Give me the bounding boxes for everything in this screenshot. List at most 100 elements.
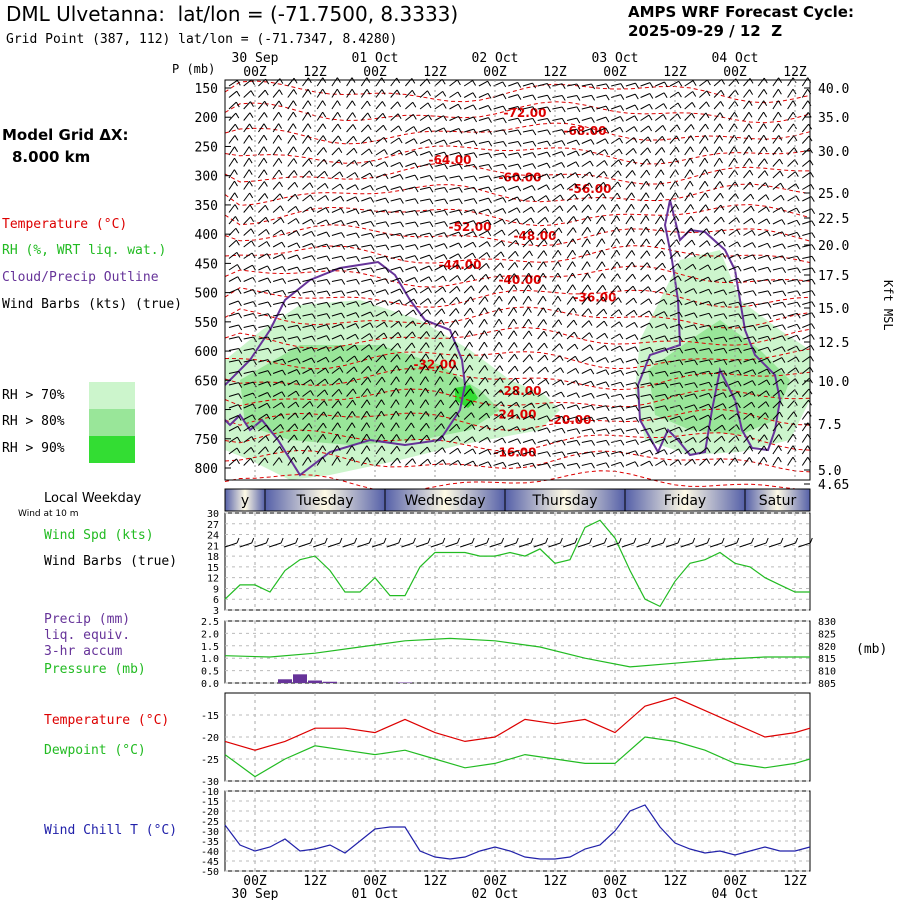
wind-barb [243, 90, 252, 98]
wind-barb-feather [517, 141, 522, 147]
surface-wind-barb [518, 542, 532, 548]
wind-barb-feather [720, 101, 725, 107]
wind-barb-feather [444, 198, 449, 205]
wind-barb-feather [517, 185, 522, 192]
wind-barb [243, 436, 252, 443]
wind-barb-feather [293, 445, 298, 452]
wind-barb [302, 290, 313, 294]
time-tick-label: 12Z [783, 65, 807, 80]
wind-barb [537, 129, 548, 133]
wind-barb-feather [767, 255, 772, 261]
wind-barb [743, 89, 750, 98]
wind-barb-feather [811, 290, 816, 296]
wind-barb [757, 368, 768, 374]
wind-barb [449, 330, 456, 340]
wind-barb [787, 77, 794, 87]
wind-barb [287, 302, 298, 305]
wind-barb [243, 276, 254, 282]
wind-barb-feather [253, 325, 257, 331]
wind-barb [611, 381, 621, 386]
wind-barb [669, 287, 679, 294]
wind-barb [566, 272, 573, 282]
surface-wind-barb-feather [559, 537, 563, 544]
wind-barb-feather [429, 221, 434, 228]
wind-barb [434, 459, 444, 466]
height-tick-label: 17.5 [818, 269, 849, 284]
wind-barb-feather [618, 321, 623, 328]
wind-barb [375, 267, 386, 271]
wind-barb [228, 169, 235, 179]
wind-barb [758, 302, 769, 305]
wind-barb [287, 77, 295, 87]
wind-barb-feather [502, 129, 507, 136]
wind-barb [640, 334, 651, 340]
wind-barb [375, 321, 385, 328]
wind-barb-feather [766, 230, 771, 237]
wind-barb-feather [679, 324, 683, 330]
wind-barb-feather [429, 175, 434, 181]
wind-barb-feather [369, 185, 374, 191]
wind-barb-feather [576, 451, 581, 458]
wind-barb-feather [796, 255, 801, 262]
wind-barb-feather [398, 310, 403, 316]
wind-barb-feather [454, 353, 459, 359]
surface-wind-barb-feather [765, 537, 769, 544]
wind-barb [405, 186, 416, 190]
height-tick-label: 7.5 [818, 418, 841, 433]
wind-barb-feather [749, 445, 754, 452]
pressure-tick-label: 400 [195, 228, 218, 243]
wind-barb [257, 157, 265, 167]
wind-barb-feather [545, 391, 550, 397]
windchill-panel-tick-label: -25 [201, 817, 219, 828]
wind-barb [566, 161, 577, 167]
wind-barb-feather [370, 244, 375, 251]
wind-barb [434, 103, 444, 110]
wind-barb [243, 301, 254, 305]
wind-barb [684, 426, 694, 432]
wind-barb-feather [414, 210, 419, 216]
wind-barb-feather [267, 301, 272, 308]
wind-barb [331, 356, 341, 363]
wind-barb-feather [425, 399, 430, 405]
wind-barb-feather [425, 353, 430, 360]
wind-barb [434, 297, 443, 305]
wind-barb [772, 290, 783, 294]
wind-barb [537, 106, 548, 110]
wind-barb-feather [326, 231, 331, 238]
wind-barb [654, 125, 664, 133]
wind-barb [390, 89, 398, 98]
wind-barb [316, 88, 324, 98]
wind-barb-feather [442, 91, 447, 97]
wind-barb [787, 231, 798, 236]
wind-barb-feather [735, 205, 740, 211]
wind-barb [728, 265, 739, 271]
pressure-unit-label: (mb) [856, 642, 888, 657]
wind-barb-feather [234, 192, 239, 199]
wind-barb [684, 393, 695, 397]
wind-barb [640, 298, 650, 305]
wind-barb-feather [395, 399, 400, 405]
wind-barb-feather [501, 219, 506, 225]
wind-barb-feather [634, 334, 639, 340]
wind-barb [801, 366, 811, 374]
wind-barb-feather [605, 417, 610, 423]
wind-barb-feather [250, 101, 254, 107]
wind-barb [449, 140, 460, 144]
wind-barb-feather [457, 460, 462, 466]
wind-barb [537, 94, 548, 98]
wind-barb [596, 116, 607, 121]
wind-barb-feather [513, 318, 518, 325]
wind-barb-feather [264, 205, 269, 211]
wind-barb-feather [383, 149, 388, 155]
wind-barb [787, 207, 797, 213]
pressure-tick-label: 350 [195, 199, 218, 214]
wind-barb [581, 356, 591, 363]
wind-barb-feather [458, 187, 463, 193]
wind-barb-feather [501, 240, 506, 247]
wind-barb-feather [296, 369, 301, 375]
wind-barb-feather [811, 301, 816, 308]
wind-barb [537, 342, 545, 351]
wind-barb [360, 89, 368, 98]
wind-barb [728, 369, 739, 374]
wind-barb [449, 447, 458, 455]
